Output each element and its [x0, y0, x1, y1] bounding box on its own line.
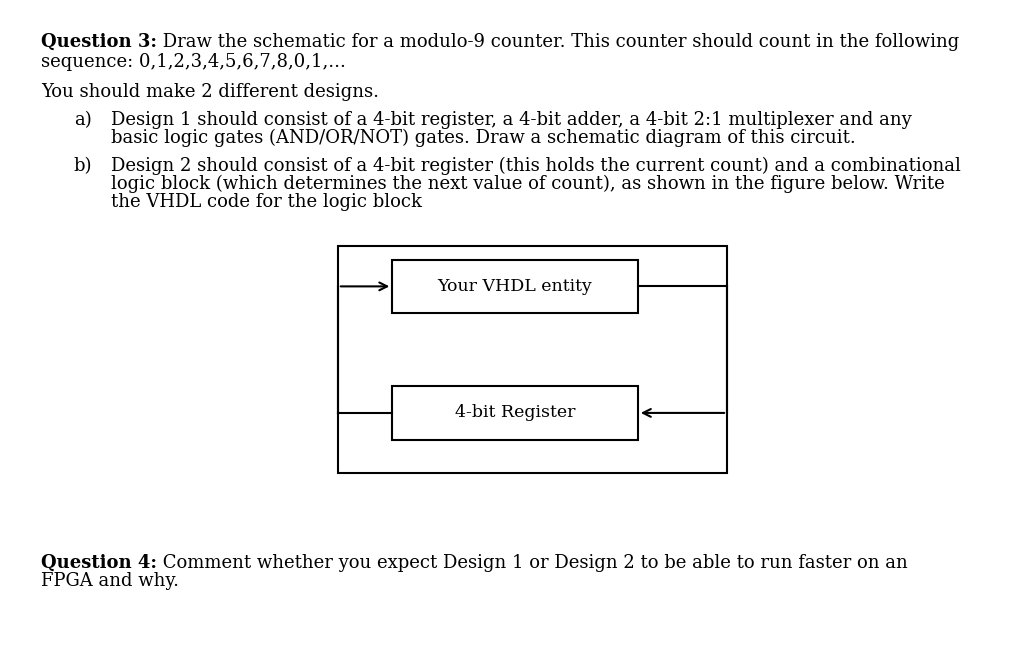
Text: basic logic gates (AND/OR/NOT) gates. Draw a schematic diagram of this circuit.: basic logic gates (AND/OR/NOT) gates. Dr… — [111, 129, 855, 147]
Bar — [392, 386, 638, 440]
Text: Question 4:: Question 4: — [41, 554, 157, 572]
Text: 4-bit Register: 4-bit Register — [455, 404, 575, 422]
Text: Comment whether you expect Design 1 or Design 2 to be able to run faster on an: Comment whether you expect Design 1 or D… — [157, 554, 907, 572]
Text: Draw the schematic for a modulo-9 counter. This counter should count in the foll: Draw the schematic for a modulo-9 counte… — [157, 33, 959, 51]
Text: a): a) — [74, 111, 91, 129]
Text: Question 3:: Question 3: — [41, 33, 157, 51]
Text: FPGA and why.: FPGA and why. — [41, 572, 179, 590]
Text: logic block (which determines the next value of count), as shown in the figure b: logic block (which determines the next v… — [111, 175, 944, 193]
Text: Design 2 should consist of a 4-bit register (this holds the current count) and a: Design 2 should consist of a 4-bit regis… — [111, 157, 961, 175]
Text: Your VHDL entity: Your VHDL entity — [437, 278, 593, 295]
Text: the VHDL code for the logic block: the VHDL code for the logic block — [111, 193, 422, 211]
Bar — [338, 246, 727, 473]
Text: Design 1 should consist of a 4-bit register, a 4-bit adder, a 4-bit 2:1 multiple: Design 1 should consist of a 4-bit regis… — [111, 111, 911, 129]
Text: sequence: 0,1,2,3,4,5,6,7,8,0,1,...: sequence: 0,1,2,3,4,5,6,7,8,0,1,... — [41, 53, 346, 71]
Bar — [392, 260, 638, 313]
Text: You should make 2 different designs.: You should make 2 different designs. — [41, 83, 379, 101]
Text: b): b) — [74, 157, 92, 175]
